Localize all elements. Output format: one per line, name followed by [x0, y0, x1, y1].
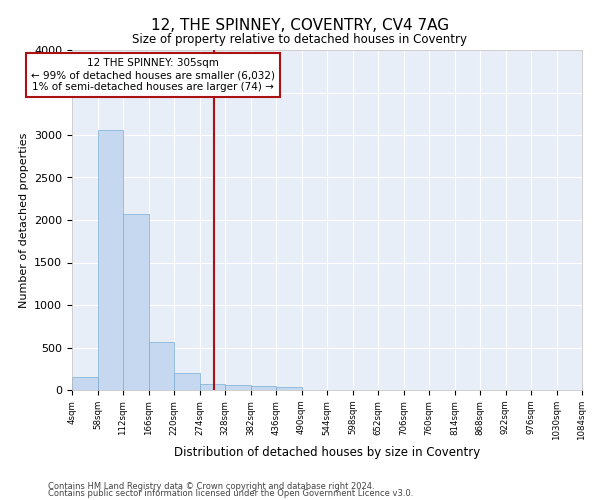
Bar — [123, 214, 149, 390]
X-axis label: Distribution of detached houses by size in Coventry: Distribution of detached houses by size … — [174, 446, 480, 458]
Bar — [225, 386, 251, 390]
Text: 12 THE SPINNEY: 305sqm
← 99% of detached houses are smaller (6,032)
1% of semi-d: 12 THE SPINNEY: 305sqm ← 99% of detached… — [31, 58, 275, 92]
Text: Size of property relative to detached houses in Coventry: Size of property relative to detached ho… — [133, 32, 467, 46]
Bar — [97, 130, 123, 390]
Text: Contains HM Land Registry data © Crown copyright and database right 2024.: Contains HM Land Registry data © Crown c… — [48, 482, 374, 491]
Bar — [251, 386, 276, 390]
Bar — [72, 378, 97, 390]
Bar — [174, 372, 199, 390]
Bar — [276, 388, 302, 390]
Text: Contains public sector information licensed under the Open Government Licence v3: Contains public sector information licen… — [48, 489, 413, 498]
Y-axis label: Number of detached properties: Number of detached properties — [19, 132, 29, 308]
Bar — [200, 384, 225, 390]
Text: 12, THE SPINNEY, COVENTRY, CV4 7AG: 12, THE SPINNEY, COVENTRY, CV4 7AG — [151, 18, 449, 32]
Bar — [149, 342, 174, 390]
